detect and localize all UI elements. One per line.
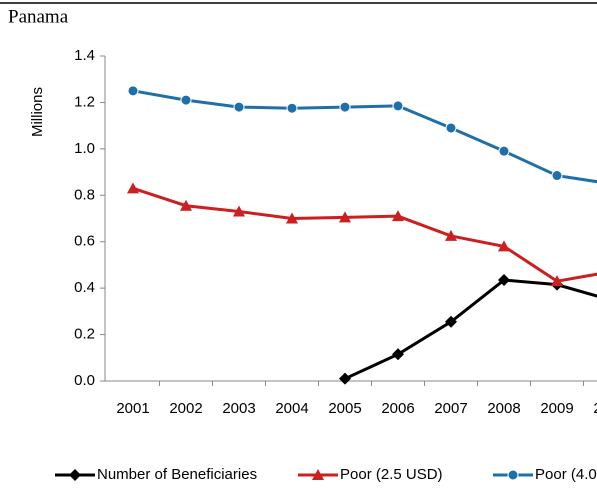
x-tick-label: 2002 [169, 400, 202, 417]
marker [551, 275, 563, 287]
marker [180, 199, 192, 211]
marker [339, 372, 351, 385]
marker [180, 94, 192, 106]
marker [507, 469, 519, 481]
marker [286, 102, 298, 114]
y-tick-label: 0.2 [74, 326, 95, 343]
marker [498, 240, 510, 252]
marker [339, 211, 351, 223]
marker [127, 182, 139, 194]
marker [127, 85, 139, 97]
series-line [132, 89, 597, 184]
x-tick-label: 2010 [593, 400, 597, 417]
marker [233, 101, 245, 113]
y-tick-label: 1.2 [74, 93, 95, 110]
series-line [132, 186, 597, 283]
marker [498, 274, 510, 287]
x-tick-label: 2007 [434, 400, 467, 417]
marker [498, 145, 510, 157]
y-tick-label: 0.6 [74, 233, 95, 250]
marker [312, 469, 324, 480]
x-tick-label: 2009 [540, 400, 573, 417]
chart-title: Panama [8, 6, 69, 27]
marker [339, 101, 351, 113]
x-tick-label: 2003 [222, 400, 255, 417]
legend-label: Poor (2.5 USD) [340, 466, 443, 483]
marker [392, 348, 404, 361]
legend-label: Number of Beneficiaries [97, 466, 257, 483]
x-tick-label: 2006 [381, 400, 414, 417]
y-axis-label: Millions [29, 87, 46, 137]
marker [69, 469, 81, 481]
marker [445, 229, 457, 241]
x-tick-label: 2005 [328, 400, 361, 417]
marker [233, 205, 245, 217]
y-tick-label: 0.0 [74, 372, 95, 389]
y-tick-label: 1.0 [74, 140, 95, 157]
marker [392, 100, 404, 112]
x-tick-label: 2001 [116, 400, 149, 417]
legend-label: Poor (4.0 USD) [535, 466, 597, 483]
marker [392, 210, 404, 222]
y-tick-label: 0.4 [74, 279, 95, 296]
x-tick-label: 2004 [275, 400, 308, 417]
series-line [344, 278, 597, 381]
marker [551, 170, 563, 182]
y-tick-label: 0.8 [74, 186, 95, 203]
marker [445, 122, 457, 134]
y-tick-label: 1.4 [74, 47, 95, 64]
marker [286, 212, 298, 224]
x-tick-label: 2008 [487, 400, 520, 417]
marker [445, 315, 457, 328]
